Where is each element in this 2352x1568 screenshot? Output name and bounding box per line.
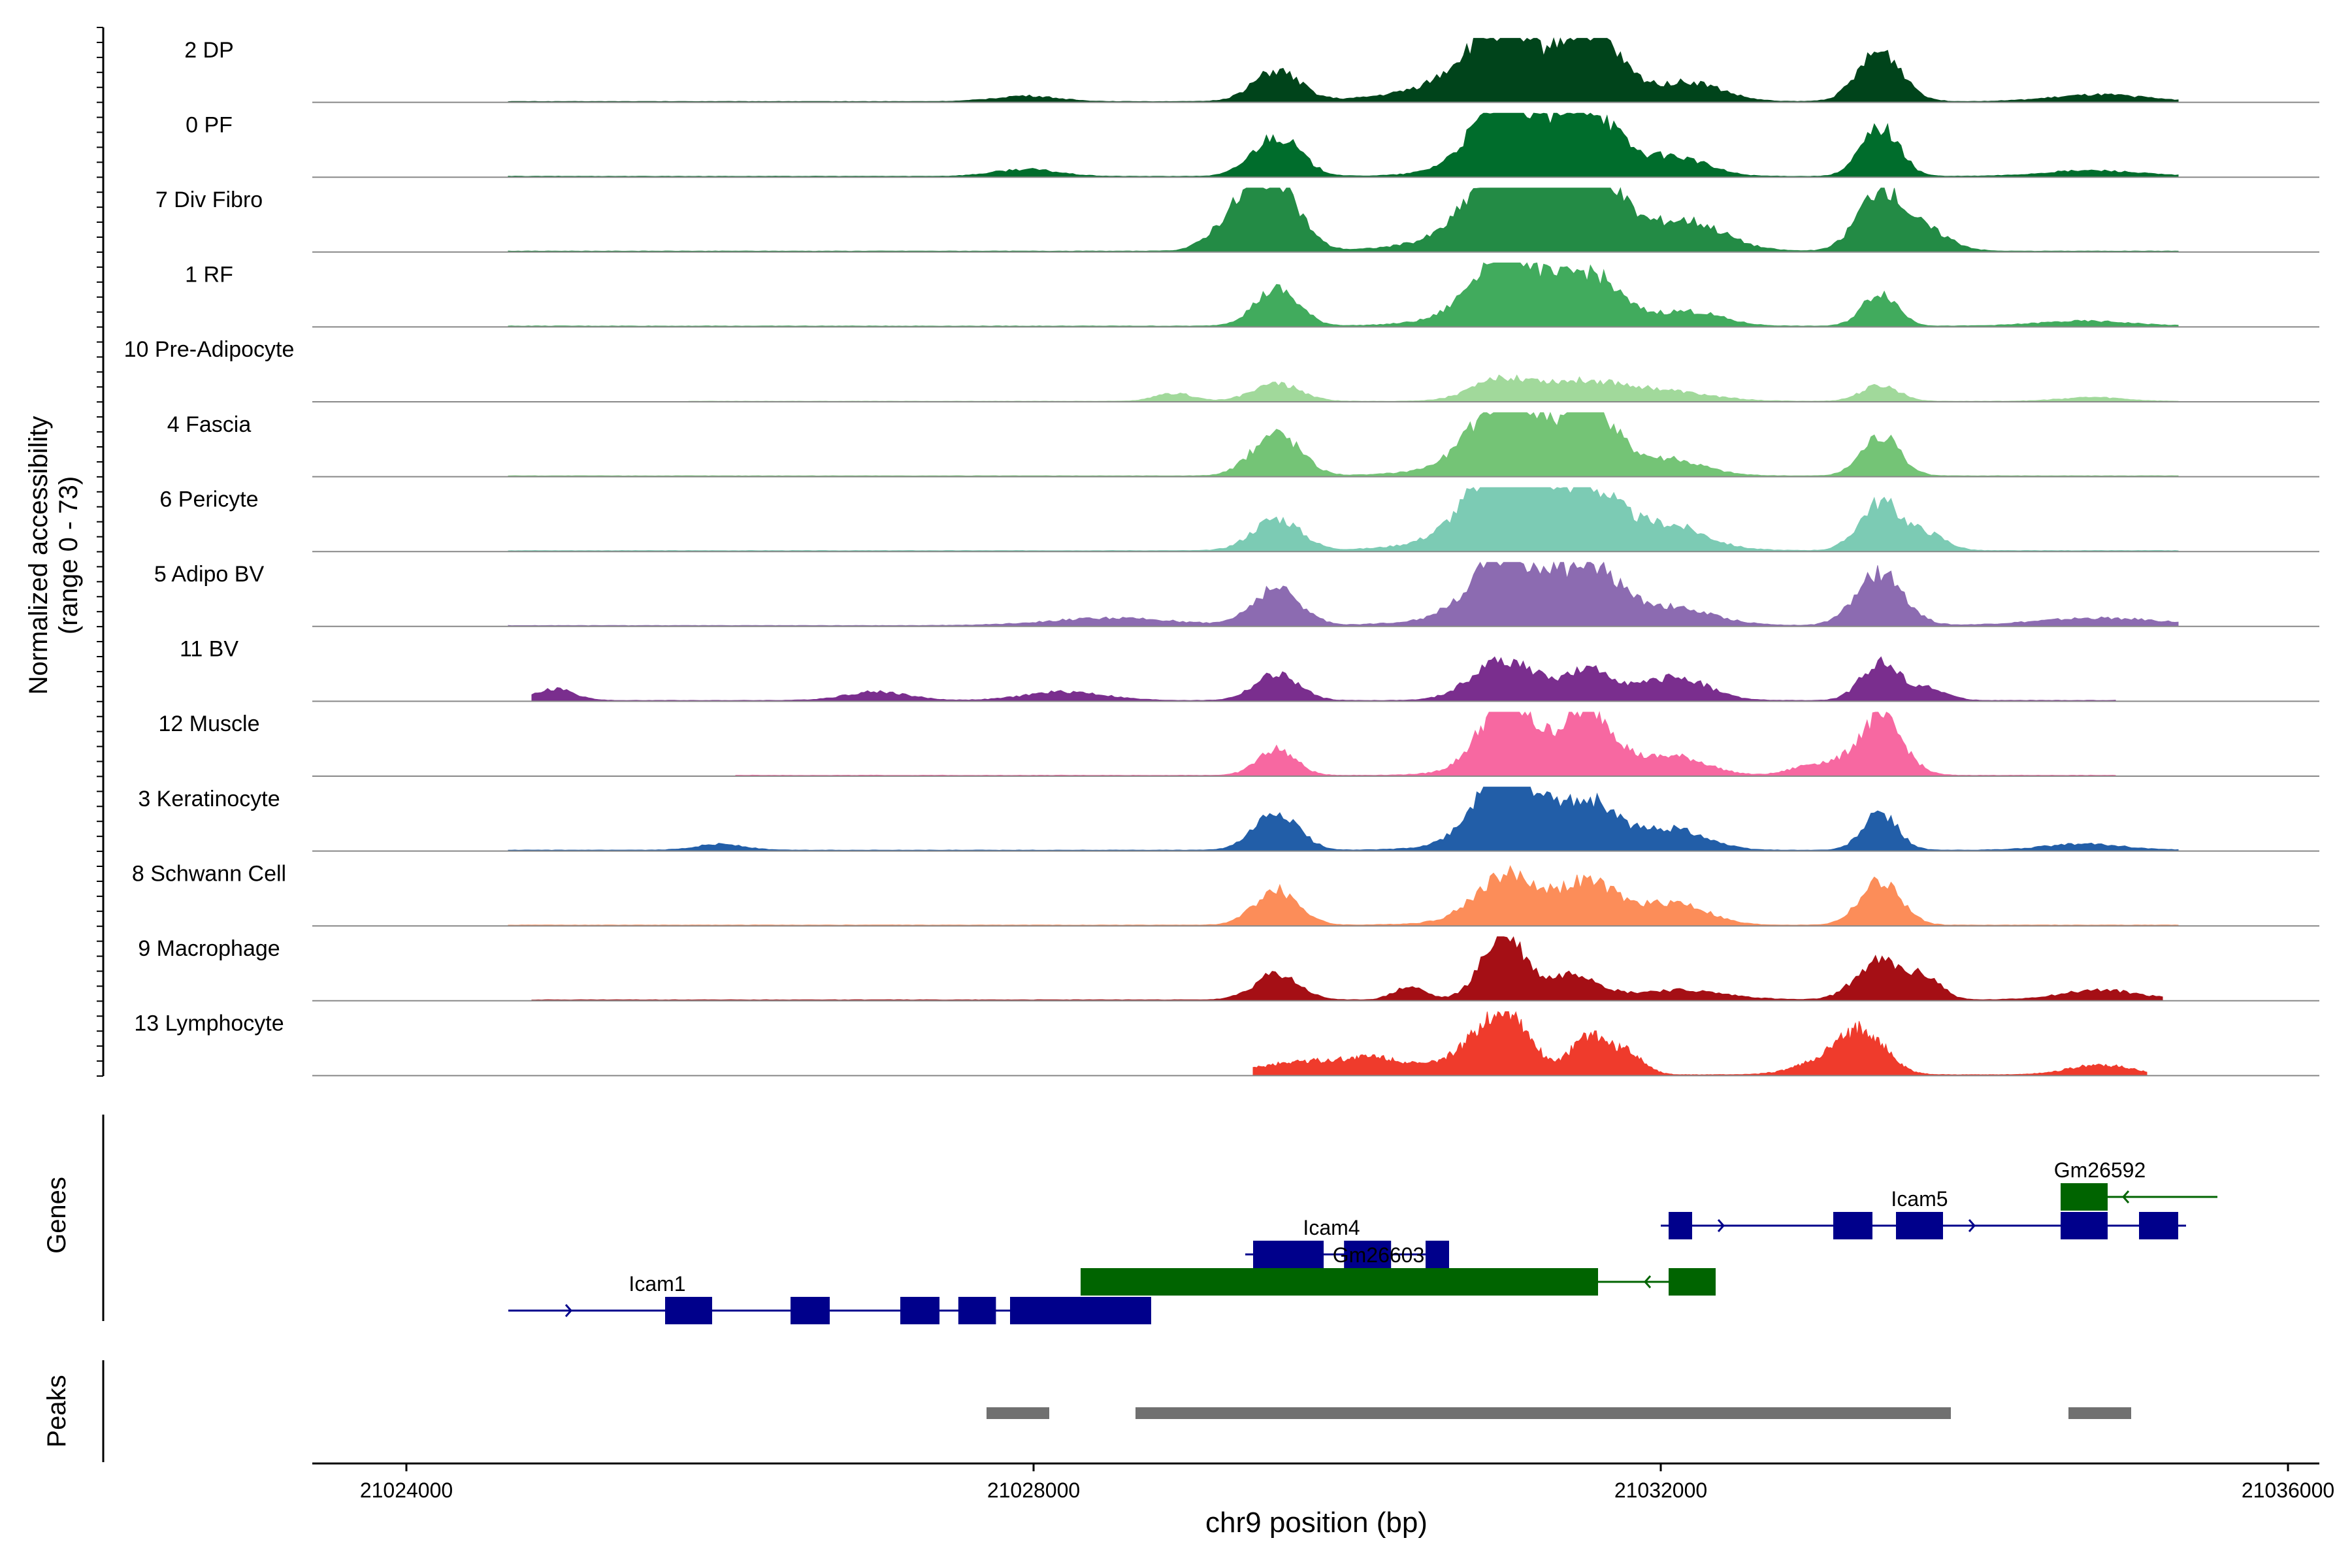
track-label: 11 BV (180, 637, 238, 662)
track-area-12 (508, 865, 2179, 926)
x-tick-label: 21032000 (1614, 1478, 1707, 1502)
exon (1833, 1212, 1872, 1239)
peak-region (987, 1407, 1049, 1419)
strand-arrow (1968, 1219, 1976, 1232)
x-axis-title: chr9 position (bp) (1205, 1507, 1428, 1539)
exon (2061, 1183, 2108, 1211)
track-label: 1 RF (185, 263, 233, 287)
track-1: 2 DP (184, 37, 2319, 103)
track-11: 3 Keratinocyte (138, 787, 2319, 852)
gene-icam5: Icam5 (1661, 1187, 2186, 1239)
exon (1896, 1212, 1943, 1239)
track-label: 5 Adipo BV (154, 562, 265, 587)
gene-label: Gm26603 (1333, 1243, 1425, 1267)
coverage-tracks: 2 DP 0 PF 7 Div Fibro 1 RF 10 Pre-Adipocyte 4… (124, 37, 2319, 1077)
exon (2139, 1212, 2178, 1239)
track-8: 5 Adipo BV (154, 561, 2319, 627)
peak-region (1135, 1407, 1951, 1419)
track-label: 0 PF (186, 112, 233, 137)
gene-icam4: Icam4 (1245, 1216, 1449, 1268)
track-area-7 (508, 487, 2179, 552)
gene-label: Icam5 (1891, 1187, 1948, 1211)
x-tick-label: 21024000 (360, 1478, 453, 1502)
track-5: 10 Pre-Adipocyte (124, 337, 2319, 402)
track-area-11 (508, 787, 2179, 852)
track-label: 10 Pre-Adipocyte (124, 337, 295, 362)
track-label: 12 Muscle (159, 711, 260, 736)
x-tick-label: 21028000 (987, 1478, 1080, 1502)
strand-arrow (2121, 1190, 2130, 1203)
exon (958, 1297, 996, 1324)
track-label: 13 Lymphocyte (134, 1011, 284, 1036)
exon (900, 1297, 939, 1324)
gene-icam1: Icam1 (508, 1272, 1151, 1324)
track-label: 4 Fascia (167, 412, 252, 437)
gene-label: Icam1 (629, 1272, 685, 1296)
y-axis-title-line2: (range 0 - 73) (54, 476, 83, 634)
track-14: 13 Lymphocyte (134, 1011, 2319, 1077)
track-area-14 (1252, 1011, 2148, 1076)
strand-arrow (1643, 1275, 1652, 1288)
track-area-3 (508, 187, 2179, 253)
exon (1344, 1241, 1392, 1268)
exon (1669, 1212, 1692, 1239)
track-6: 4 Fascia (167, 412, 2319, 478)
track-4: 1 RF (185, 262, 2319, 328)
exon (1010, 1297, 1151, 1324)
track-area-10 (735, 711, 2116, 777)
peaks-panel (987, 1407, 2131, 1419)
track-7: 6 Pericyte (159, 487, 2319, 553)
exon (2061, 1212, 2108, 1239)
track-area-8 (508, 561, 2179, 627)
gene-annotation-panel: Icam1 Icam4 Gm26603 Icam5 Gm26592 (508, 1158, 2217, 1324)
exon (1426, 1241, 1449, 1268)
strand-arrow (564, 1304, 573, 1317)
exon (665, 1297, 712, 1324)
track-area-6 (508, 412, 2179, 478)
gene-gm26603: Gm26603 (1081, 1243, 1716, 1296)
track-area-1 (508, 37, 2179, 103)
track-area-5 (688, 374, 2179, 402)
track-label: 9 Macrophage (138, 936, 280, 961)
exon (791, 1297, 830, 1324)
gene-label: Icam4 (1303, 1216, 1360, 1239)
track-label: 2 DP (184, 38, 234, 63)
track-label: 8 Schwann Cell (132, 861, 286, 886)
exon (1253, 1241, 1324, 1268)
track-label: 6 Pericyte (159, 487, 258, 512)
track-12: 8 Schwann Cell (132, 861, 2319, 927)
track-2: 0 PF (186, 112, 2319, 178)
x-tick-label: 21036000 (2242, 1478, 2334, 1502)
track-10: 12 Muscle (159, 711, 2319, 777)
strand-arrow (1717, 1219, 1725, 1232)
axes: 21024000 21028000 21032000 21036000 (97, 27, 2334, 1502)
track-9: 11 BV (180, 637, 2319, 702)
track-label: 3 Keratinocyte (138, 787, 280, 811)
track-13: 9 Macrophage (138, 936, 2319, 1002)
gene-gm26592: Gm26592 (2054, 1158, 2217, 1211)
peak-region (2068, 1407, 2131, 1419)
track-area-2 (508, 112, 2179, 178)
exon (1669, 1268, 1716, 1296)
genes-panel-title: Genes (42, 1177, 71, 1254)
track-area-9 (531, 656, 2116, 702)
y-axis-title-line1: Normalized accessibility (24, 416, 53, 695)
track-label: 7 Div Fibro (155, 188, 263, 212)
peaks-panel-title: Peaks (42, 1375, 71, 1447)
track-area-13 (531, 936, 2163, 1002)
gene-label: Gm26592 (2054, 1158, 2146, 1182)
exon (1081, 1268, 1598, 1296)
track-3: 7 Div Fibro (155, 187, 2319, 253)
track-area-4 (508, 262, 2179, 327)
